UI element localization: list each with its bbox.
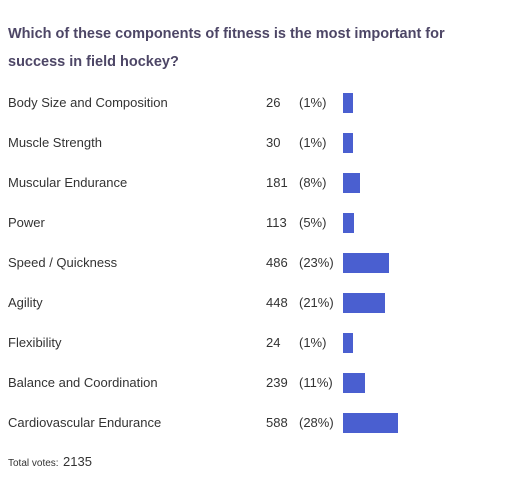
result-bar bbox=[343, 333, 353, 353]
poll-results: Body Size and Composition 26 (1%) Muscle… bbox=[8, 84, 504, 444]
option-votes: 486 bbox=[266, 255, 288, 270]
total-votes-value: 2135 bbox=[63, 454, 92, 469]
option-label: Balance and Coordination bbox=[8, 375, 158, 390]
poll-option-row: Flexibility 24 (1%) bbox=[8, 324, 504, 364]
result-bar bbox=[343, 293, 385, 313]
option-label: Muscular Endurance bbox=[8, 175, 128, 190]
option-votes: 26 bbox=[266, 95, 281, 110]
option-votes: 30 bbox=[266, 135, 281, 150]
option-percent: (1%) bbox=[299, 335, 327, 350]
option-label: Cardiovascular Endurance bbox=[8, 415, 162, 430]
option-percent: (11%) bbox=[299, 375, 333, 390]
result-bar-track bbox=[343, 293, 498, 313]
option-votes: 181 bbox=[266, 175, 288, 190]
poll-option-row: Muscle Strength 30 (1%) bbox=[8, 124, 504, 164]
option-percent: (1%) bbox=[299, 95, 327, 110]
option-votes: 24 bbox=[266, 335, 281, 350]
result-bar bbox=[343, 213, 354, 233]
poll-option-row: Power 113 (5%) bbox=[8, 204, 504, 244]
poll-option-row: Agility 448 (21%) bbox=[8, 284, 504, 324]
result-bar bbox=[343, 253, 389, 273]
result-bar bbox=[343, 93, 353, 113]
result-bar bbox=[343, 413, 398, 433]
result-bar-track bbox=[343, 213, 498, 233]
option-percent: (5%) bbox=[299, 215, 327, 230]
option-label: Speed / Quickness bbox=[8, 255, 118, 270]
total-votes-label: Total votes: bbox=[8, 458, 59, 469]
poll-question: Which of these components of fitness is … bbox=[8, 26, 445, 70]
option-percent: (8%) bbox=[299, 175, 327, 190]
result-bar bbox=[343, 373, 365, 393]
option-votes: 448 bbox=[266, 295, 288, 310]
result-bar-track bbox=[343, 173, 498, 193]
poll-option-row: Cardiovascular Endurance 588 (28%) bbox=[8, 404, 504, 444]
option-label: Flexibility bbox=[8, 335, 62, 350]
result-bar-track bbox=[343, 93, 498, 113]
result-bar bbox=[343, 133, 353, 153]
total-votes: Total votes: 2135 bbox=[8, 453, 92, 471]
result-bar-track bbox=[343, 253, 498, 273]
option-label: Body Size and Composition bbox=[8, 95, 168, 110]
option-label: Muscle Strength bbox=[8, 135, 102, 150]
option-label: Power bbox=[8, 215, 45, 230]
poll-option-row: Balance and Coordination 239 (11%) bbox=[8, 364, 504, 404]
option-votes: 239 bbox=[266, 375, 288, 390]
option-percent: (28%) bbox=[299, 415, 334, 430]
result-bar-track bbox=[343, 413, 498, 433]
option-votes: 588 bbox=[266, 415, 288, 430]
option-votes: 113 bbox=[266, 215, 287, 230]
result-bar-track bbox=[343, 333, 498, 353]
result-bar bbox=[343, 173, 360, 193]
option-label: Agility bbox=[8, 295, 43, 310]
option-percent: (1%) bbox=[299, 135, 327, 150]
poll-option-row: Muscular Endurance 181 (8%) bbox=[8, 164, 504, 204]
result-bar-track bbox=[343, 133, 498, 153]
result-bar-track bbox=[343, 373, 498, 393]
option-percent: (23%) bbox=[299, 255, 334, 270]
poll-option-row: Body Size and Composition 26 (1%) bbox=[8, 84, 504, 124]
poll-option-row: Speed / Quickness 486 (23%) bbox=[8, 244, 504, 284]
option-percent: (21%) bbox=[299, 295, 334, 310]
